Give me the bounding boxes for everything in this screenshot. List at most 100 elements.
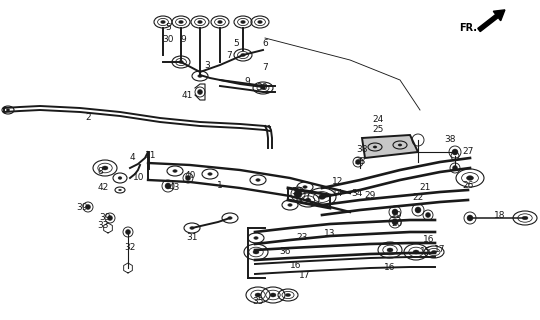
Ellipse shape <box>241 53 245 57</box>
Ellipse shape <box>256 179 260 181</box>
Text: 35: 35 <box>252 298 264 307</box>
Text: 15: 15 <box>420 247 432 257</box>
Ellipse shape <box>241 20 245 23</box>
Text: 40: 40 <box>184 171 195 180</box>
Ellipse shape <box>387 248 393 252</box>
Text: 12: 12 <box>332 178 343 187</box>
Ellipse shape <box>161 20 165 23</box>
Text: 30: 30 <box>162 36 174 44</box>
Text: 21: 21 <box>420 182 431 191</box>
Text: 28: 28 <box>354 157 366 166</box>
Text: 19: 19 <box>392 211 403 220</box>
Ellipse shape <box>179 60 183 63</box>
Text: 5: 5 <box>233 38 239 47</box>
Ellipse shape <box>102 166 108 170</box>
Text: 39: 39 <box>76 203 87 212</box>
Circle shape <box>392 209 398 215</box>
Circle shape <box>85 204 91 210</box>
Text: 9: 9 <box>244 77 250 86</box>
Ellipse shape <box>286 293 291 297</box>
Text: 22: 22 <box>413 194 423 203</box>
Text: 36: 36 <box>279 247 291 257</box>
Ellipse shape <box>431 251 436 253</box>
Text: 1: 1 <box>217 180 223 189</box>
Ellipse shape <box>319 195 326 199</box>
Text: 18: 18 <box>494 211 506 220</box>
Text: 24: 24 <box>373 116 383 124</box>
Text: 27: 27 <box>462 148 474 156</box>
Text: 5: 5 <box>165 23 171 33</box>
Ellipse shape <box>228 217 232 220</box>
Ellipse shape <box>288 204 292 206</box>
Circle shape <box>294 190 302 198</box>
Text: 6: 6 <box>262 38 268 47</box>
Text: 20: 20 <box>392 220 403 228</box>
Ellipse shape <box>6 109 10 111</box>
Text: 29: 29 <box>364 190 376 199</box>
Ellipse shape <box>198 75 202 77</box>
Circle shape <box>355 159 361 164</box>
Text: 23: 23 <box>296 234 308 243</box>
Text: 33: 33 <box>97 220 109 229</box>
Text: 26: 26 <box>462 180 474 189</box>
Ellipse shape <box>253 250 259 254</box>
Text: 16: 16 <box>384 263 396 273</box>
Ellipse shape <box>190 227 194 229</box>
Ellipse shape <box>198 20 202 23</box>
Text: 37: 37 <box>291 188 303 196</box>
Text: 7: 7 <box>262 63 268 73</box>
Circle shape <box>165 183 171 189</box>
Circle shape <box>415 207 421 213</box>
Ellipse shape <box>522 216 528 220</box>
Circle shape <box>125 229 131 235</box>
Text: 31: 31 <box>186 234 198 243</box>
Ellipse shape <box>118 177 122 180</box>
Ellipse shape <box>173 170 177 172</box>
Text: 2: 2 <box>85 114 91 123</box>
Text: 17: 17 <box>434 245 446 254</box>
Text: 42: 42 <box>97 183 109 193</box>
Text: 16: 16 <box>291 261 302 270</box>
Ellipse shape <box>413 250 419 254</box>
Text: 4: 4 <box>129 153 135 162</box>
Text: 34: 34 <box>352 189 363 198</box>
Ellipse shape <box>398 144 402 146</box>
Text: 17: 17 <box>299 271 310 281</box>
Text: 7: 7 <box>226 52 232 60</box>
Ellipse shape <box>258 20 262 23</box>
Circle shape <box>198 90 202 94</box>
Text: 8: 8 <box>97 167 103 177</box>
Ellipse shape <box>255 293 261 297</box>
Ellipse shape <box>208 172 212 175</box>
Ellipse shape <box>119 189 122 191</box>
Text: 43: 43 <box>168 182 180 191</box>
Ellipse shape <box>260 86 266 90</box>
Text: 32: 32 <box>124 244 136 252</box>
Circle shape <box>107 215 112 220</box>
Text: 9: 9 <box>180 36 186 44</box>
Ellipse shape <box>305 198 310 202</box>
Ellipse shape <box>254 236 258 239</box>
FancyArrow shape <box>478 10 505 32</box>
Ellipse shape <box>373 146 377 148</box>
Text: 30: 30 <box>256 84 268 92</box>
Ellipse shape <box>218 20 222 23</box>
Circle shape <box>453 165 457 171</box>
Circle shape <box>452 149 458 155</box>
Polygon shape <box>362 135 418 158</box>
Text: 13: 13 <box>324 228 336 237</box>
Text: 10: 10 <box>133 172 145 181</box>
Ellipse shape <box>467 176 474 180</box>
Circle shape <box>467 215 473 221</box>
Text: 38: 38 <box>444 135 456 145</box>
Ellipse shape <box>179 20 183 23</box>
Circle shape <box>426 212 430 218</box>
Ellipse shape <box>303 186 307 188</box>
Text: 39: 39 <box>99 213 111 222</box>
Text: 11: 11 <box>145 150 157 159</box>
Circle shape <box>186 175 191 180</box>
Text: 38: 38 <box>356 146 368 155</box>
Text: 3: 3 <box>204 61 210 70</box>
Text: FR.: FR. <box>459 23 477 33</box>
Circle shape <box>392 219 398 225</box>
